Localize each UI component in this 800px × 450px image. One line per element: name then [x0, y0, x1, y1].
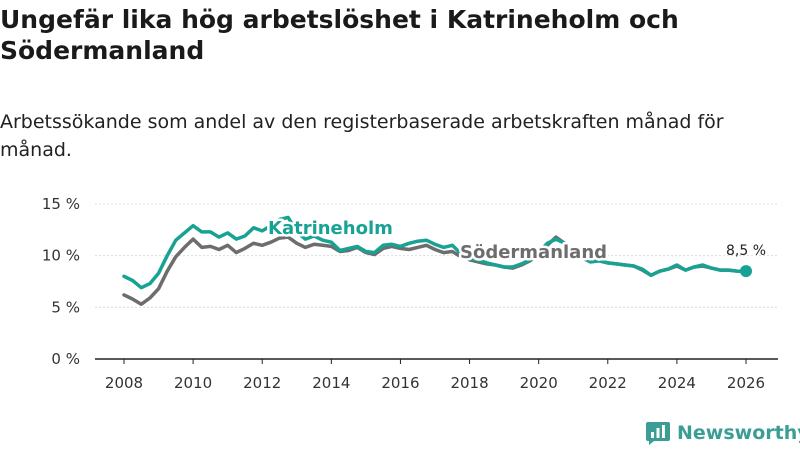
end-value-label: 8,5 %: [726, 243, 766, 259]
chart-subtitle: Arbetssökande som andel av den registerb…: [0, 111, 724, 161]
x-tick-label-2014: 2014: [312, 374, 350, 392]
x-tick-label-2018: 2018: [450, 374, 488, 392]
x-tick-label-2016: 2016: [381, 374, 419, 392]
chart-title: Ungefär lika hög arbetslöshet i Katrineh…: [0, 5, 679, 65]
y-tick-label-0: 0 %: [51, 350, 80, 368]
gridlines: [95, 203, 778, 360]
y-tick-label-15: 15 %: [42, 195, 80, 213]
x-tick-label-2010: 2010: [174, 374, 212, 392]
y-tick-label-10: 10 %: [42, 247, 80, 265]
x-tick-label-2012: 2012: [243, 374, 281, 392]
x-tick-label-2020: 2020: [520, 374, 558, 392]
y-axis-ticks: 0 % 5 % 10 % 15 %: [42, 195, 80, 368]
series-line-katrineholm: [122, 215, 748, 290]
x-tick-label-2008: 2008: [105, 374, 143, 392]
x-tick-label-2024: 2024: [658, 374, 696, 392]
series-label-katrineholm: Katrineholm: [268, 218, 393, 239]
x-tick-label-2026: 2026: [727, 374, 765, 392]
end-point-marker: [740, 265, 752, 278]
x-axis-ticks: 2008 2010 2012 2014 2016 2018 2020 2022 2024 2026: [105, 359, 765, 392]
series-lines: [122, 215, 748, 306]
brand-logo: Newsworthy: [645, 419, 800, 447]
y-tick-label-5: 5 %: [51, 298, 80, 316]
series-label-sodermanland: Södermanland: [460, 242, 607, 263]
newsworthy-icon: [646, 422, 670, 445]
x-tick-label-2022: 2022: [589, 374, 627, 392]
brand-name: Newsworthy: [677, 422, 800, 444]
series-line-sodermanland: [122, 235, 748, 306]
series-labels: Katrineholm Södermanland 8,5 %: [266, 216, 766, 278]
